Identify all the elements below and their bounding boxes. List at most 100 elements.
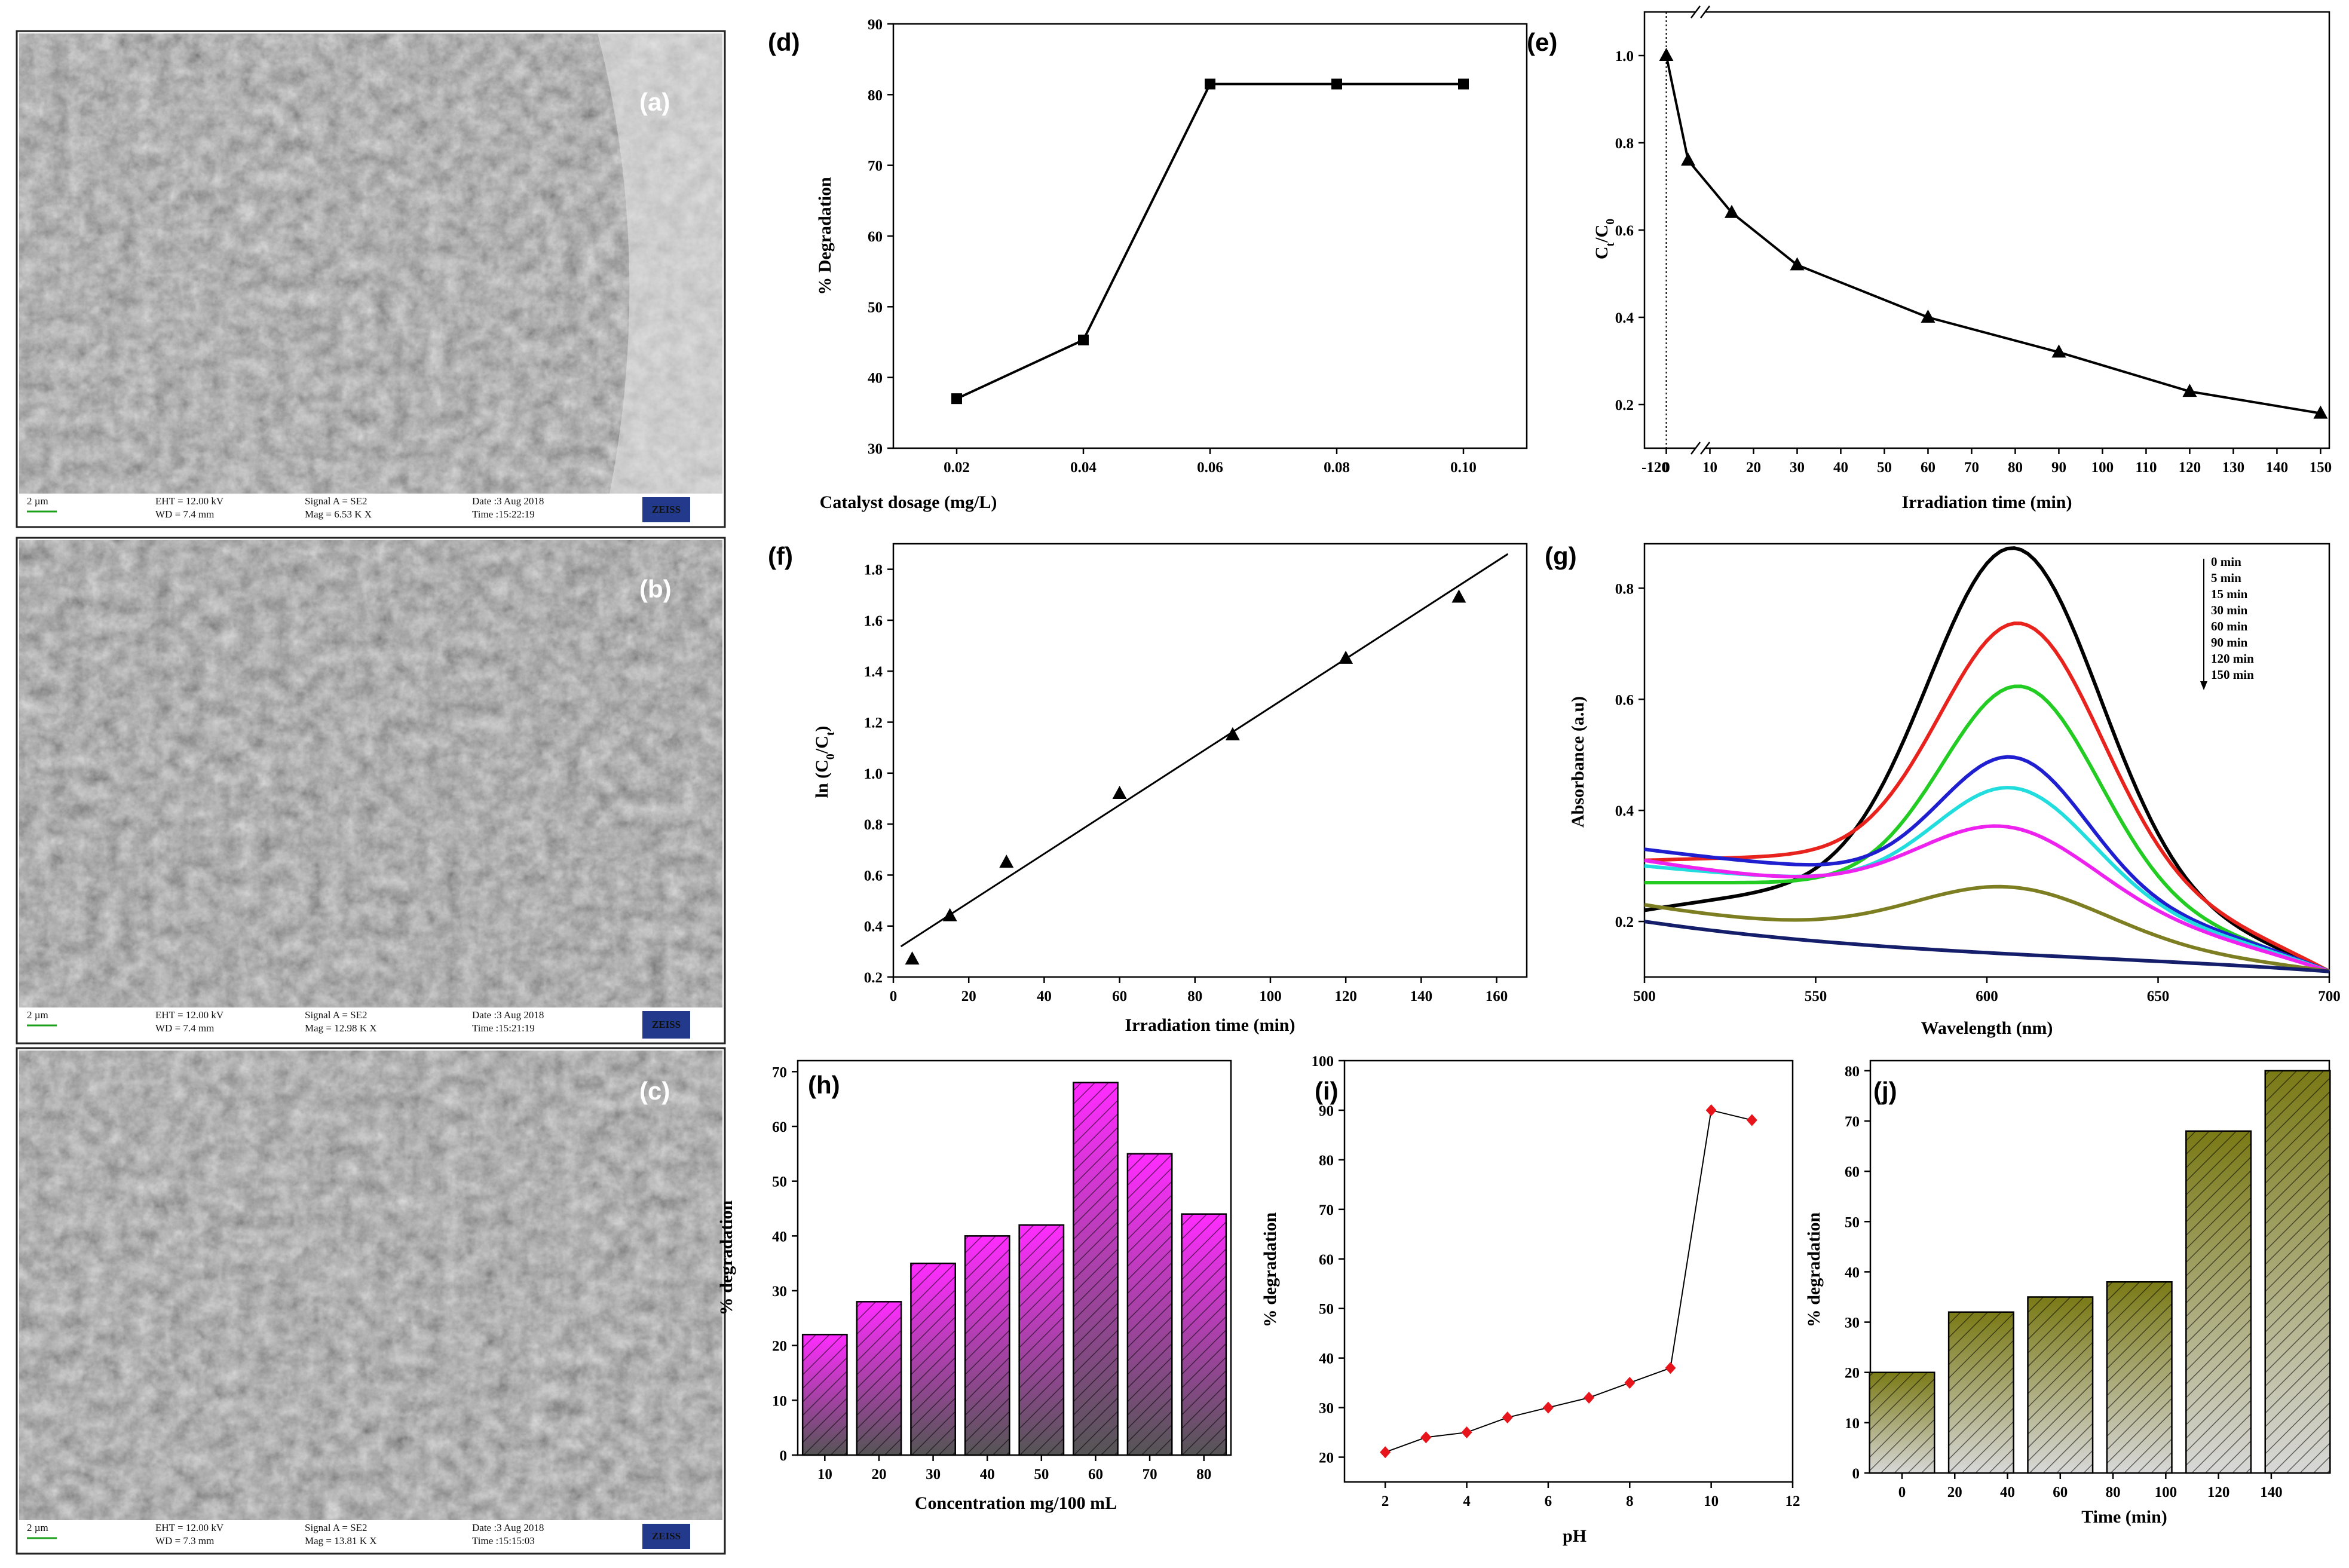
zeiss-logo xyxy=(642,497,690,522)
data-point xyxy=(1542,1401,1554,1414)
y-tick-label: 0 xyxy=(780,1448,788,1464)
wd-value: WD = 7.3 mm xyxy=(155,1535,214,1546)
data-point xyxy=(1624,1377,1636,1389)
zeiss-logo xyxy=(642,1011,690,1039)
legend-entry: 120 min xyxy=(2211,651,2254,666)
eht-value: EHT = 12.00 kV xyxy=(155,1522,224,1533)
x-tick-label: 140 xyxy=(2260,1484,2283,1500)
x-tick-label: 60 xyxy=(1088,1466,1103,1483)
data-point xyxy=(1078,334,1089,345)
x-tick-label: 30 xyxy=(1790,460,1805,476)
bar-hatch xyxy=(1949,1312,2014,1473)
series-line xyxy=(956,82,1463,400)
spectrum-curve xyxy=(1644,755,2330,973)
x-tick-label: 0 xyxy=(1662,460,1670,476)
chart-h: (h) 0 10 20 30 40 50 60 70 10 20 30 40 50 60 70 80 % degr… xyxy=(716,1059,1232,1513)
y-tick-label: 90 xyxy=(1319,1103,1334,1119)
y-axis-title: ln (C0/Ct) xyxy=(812,726,837,798)
x-tick-label: 0 xyxy=(890,988,898,1004)
y-tick-label: 1.0 xyxy=(1615,48,1634,65)
bar-hatch xyxy=(2265,1070,2330,1473)
zeiss-logo-text: ZEISS xyxy=(652,1530,681,1542)
x-tick-label: 100 xyxy=(2155,1484,2178,1500)
bar-hatch xyxy=(856,1301,902,1455)
legend-entry: 5 min xyxy=(2211,571,2241,585)
x-tick-label: 10 xyxy=(1702,460,1717,476)
legend-entry: 30 min xyxy=(2211,603,2248,617)
bar-hatch xyxy=(911,1263,955,1455)
y-tick-label: 1.8 xyxy=(864,562,883,578)
x-axis-title: pH xyxy=(1563,1526,1587,1546)
x-tick-label: 80 xyxy=(1196,1466,1211,1483)
date-value: Date :3 Aug 2018 xyxy=(472,1522,544,1533)
panel-label: (j) xyxy=(1873,1077,1897,1105)
x-tick-label: 600 xyxy=(1976,988,1998,1004)
axis-break-mark xyxy=(1700,5,1710,19)
data-point xyxy=(905,951,920,965)
time-value: Time :15:22:19 xyxy=(472,509,535,520)
x-tick-label: 10 xyxy=(817,1466,832,1483)
data-point xyxy=(1112,785,1127,799)
x-tick-label: 50 xyxy=(1034,1466,1049,1483)
y-axis-title: % degradation xyxy=(716,1200,736,1315)
chart-i: (i) 20 30 40 50 60 70 80 90 100 2 4 6 8 10 12 % degradat… xyxy=(1260,1054,1800,1546)
data-point xyxy=(1331,78,1342,90)
x-tick-label: 90 xyxy=(2051,460,2066,476)
y-tick-label: 0.8 xyxy=(1615,136,1634,152)
y-tick-label: 30 xyxy=(1319,1401,1334,1417)
data-point xyxy=(1790,257,1805,271)
signal-value: Signal A = SE2 xyxy=(305,495,367,507)
chart-g: (g) 0.2 0.4 0.6 0.8 500 550 600 650 700 Absorbance… xyxy=(1545,542,2341,1038)
data-point xyxy=(1225,727,1240,740)
data-point xyxy=(1502,1411,1513,1424)
eht-value: EHT = 12.00 kV xyxy=(155,1009,224,1021)
x-tick-label: 30 xyxy=(926,1466,941,1483)
bar-hatch xyxy=(965,1236,1010,1455)
axis-break-mark xyxy=(1690,442,1701,455)
bar-hatch xyxy=(2106,1282,2172,1473)
y-tick-label: 0.6 xyxy=(1615,223,1634,239)
x-axis-title: Time (min) xyxy=(2081,1507,2167,1527)
x-tick-label: 700 xyxy=(2318,988,2341,1004)
y-tick-label: 50 xyxy=(1319,1301,1334,1318)
x-tick-label: 130 xyxy=(2222,460,2245,476)
legend-entry: 60 min xyxy=(2211,619,2248,633)
y-tick-label: 60 xyxy=(1845,1164,1860,1180)
spectrum-curve xyxy=(1644,824,2330,973)
data-point xyxy=(2182,384,2197,397)
data-point xyxy=(1680,152,1695,166)
plot-frame xyxy=(892,543,1528,978)
bar-hatch xyxy=(2186,1131,2251,1473)
x-axis-title: Irradiation time (min) xyxy=(1902,492,2072,512)
bar-hatch xyxy=(1019,1225,1064,1455)
x-tick-label: 4 xyxy=(1463,1493,1471,1509)
x-tick-label: 500 xyxy=(1633,988,1656,1004)
plot-frame xyxy=(1343,1059,1794,1483)
mag-value: Mag = 12.98 K X xyxy=(305,1022,377,1034)
data-point xyxy=(999,855,1014,868)
x-tick-label: 120 xyxy=(1334,988,1357,1004)
eht-value: EHT = 12.00 kV xyxy=(155,495,224,507)
x-tick-label: 0.06 xyxy=(1197,460,1223,476)
scale-bar-label: 2 µm xyxy=(27,1522,48,1533)
x-tick-label: 8 xyxy=(1626,1493,1634,1509)
x-break-label: -120 xyxy=(1641,460,1669,476)
y-tick-label: 0.2 xyxy=(1615,397,1634,414)
bar-hatch xyxy=(1181,1214,1226,1455)
plot-frame xyxy=(1869,1059,2330,1474)
zeiss-logo-text: ZEISS xyxy=(652,1019,681,1030)
x-tick-label: 0.08 xyxy=(1324,460,1350,476)
x-tick-label: 20 xyxy=(1746,460,1761,476)
axis-break-mark xyxy=(1690,5,1701,19)
bar-hatch xyxy=(2028,1297,2093,1473)
legend-entry: 0 min xyxy=(2211,555,2241,569)
x-tick-label: 650 xyxy=(2147,988,2170,1004)
chart-f: (f) 0.2 0.4 0.6 0.8 1.0 1.2 1.4 1.6 1.8 0 20 40 60 80 1… xyxy=(768,542,1528,1035)
data-point xyxy=(1461,1426,1472,1439)
y-tick-label: 0.2 xyxy=(1615,914,1634,930)
chart-d: (d) 30 40 50 60 70 80 90 0.02 0.04 0.06 0.08 0.10 % D… xyxy=(768,17,1528,512)
x-tick-label: 140 xyxy=(1410,988,1433,1004)
x-tick-label: 20 xyxy=(961,988,976,1004)
y-axis-title: Ct/C0 xyxy=(1592,219,1617,259)
